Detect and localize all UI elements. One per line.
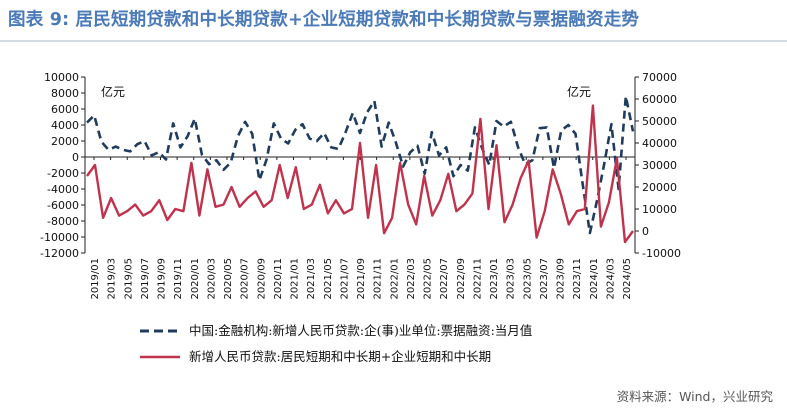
x-axis-tick-label: 2020/05 — [223, 258, 234, 300]
left-axis-tick-label: 6000 — [51, 103, 79, 116]
legend-label-loans: 新增人民币贷款:居民短期和中长期+企业短期和中长期 — [189, 349, 491, 364]
x-axis-tick-label: 2019/11 — [173, 258, 184, 300]
right-axis-tick-label: 40000 — [642, 137, 677, 150]
x-axis-tick-label: 2021/01 — [290, 258, 301, 300]
x-axis-tick-label: 2022/07 — [439, 258, 450, 300]
series-line-bill-financing — [86, 94, 635, 235]
right-axis-tick-label: 30000 — [642, 159, 677, 172]
left-axis-tick-label: -12000 — [40, 247, 79, 260]
left-unit-label: 亿元 — [101, 84, 125, 99]
chart-title: 图表 9: 居民短期贷款和中长期贷款+企业短期贷款和中长期贷款与票据融资走势 — [8, 10, 640, 30]
left-axis-tick-label: -10000 — [40, 231, 79, 244]
x-axis-tick-label: 2019/09 — [157, 258, 168, 300]
x-axis-tick-label: 2020/09 — [256, 258, 267, 300]
x-axis-tick-label: 2020/11 — [273, 258, 284, 300]
x-axis-tick-label: 2019/05 — [123, 258, 134, 300]
x-axis-tick-label: 2021/07 — [339, 258, 350, 300]
x-axis-tick-label: 2020/01 — [190, 258, 201, 300]
x-axis-tick-label: 2023/07 — [539, 258, 550, 300]
left-axis-tick-label: 4000 — [51, 119, 79, 132]
left-axis-tick-label: -4000 — [47, 183, 79, 196]
right-axis-tick-label: 60000 — [642, 93, 677, 106]
x-axis-tick-label: 2022/03 — [406, 258, 417, 300]
left-axis-tick-label: 0 — [72, 151, 79, 164]
chart-legend: 中国:金融机构:新增人民币贷款:企(事)业单位:票据融资:当月值 新增人民币贷款… — [140, 323, 532, 364]
x-axis-tick-label: 2023/11 — [572, 258, 583, 300]
left-axis-tick-label: -8000 — [47, 215, 79, 228]
x-axis-tick-label: 2023/05 — [522, 258, 533, 300]
x-axis-tick-label: 2023/09 — [556, 258, 567, 300]
x-axis-tick-label: 2020/03 — [206, 258, 217, 300]
x-axis-tick-label: 2022/09 — [456, 258, 467, 300]
x-axis-tick-label: 2022/05 — [423, 258, 434, 300]
chart-series — [86, 94, 635, 244]
legend-label-bill-financing: 中国:金融机构:新增人民币贷款:企(事)业单位:票据融资:当月值 — [189, 323, 532, 338]
x-axis-tick-label: 2021/03 — [306, 258, 317, 300]
right-axis-tick-label: 70000 — [642, 71, 677, 84]
title-divider — [0, 40, 787, 42]
right-unit-label: 亿元 — [567, 84, 591, 99]
left-axis-tick-label: -2000 — [47, 167, 79, 180]
left-axis-tick-label: 10000 — [44, 71, 79, 84]
left-axis-tick-label: -6000 — [47, 199, 79, 212]
right-axis-tick-label: -10000 — [642, 247, 681, 260]
x-axis-tick-label: 2019/07 — [140, 258, 151, 300]
right-axis-tick-label: 10000 — [642, 203, 677, 216]
x-axis-tick-label: 2020/07 — [240, 258, 251, 300]
x-axis-tick-label: 2023/03 — [506, 258, 517, 300]
x-axis-tick-label: 2021/05 — [323, 258, 334, 300]
x-axis-tick-label: 2021/11 — [373, 258, 384, 300]
x-axis-tick-label: 2024/01 — [589, 258, 600, 300]
x-axis-tick-label: 2021/09 — [356, 258, 367, 300]
left-axis-tick-label: 8000 — [51, 87, 79, 100]
x-axis-tick-label: 2022/01 — [389, 258, 400, 300]
series-line-loans — [86, 104, 634, 244]
chart-axes: -12000 -10000 -8000 -6000 -4000 -2000 0 2000 400… — [40, 71, 681, 300]
x-axis-tick-label: 2022/11 — [472, 258, 483, 300]
x-axis-tick-label: 2019/03 — [107, 258, 118, 300]
left-axis-tick-label: 2000 — [51, 135, 79, 148]
x-axis-tick-label: 2019/01 — [90, 258, 101, 300]
right-axis-tick-label: 0 — [642, 225, 649, 238]
right-axis-tick-label: 50000 — [642, 115, 677, 128]
x-axis-tick-label: 2024/03 — [605, 258, 616, 300]
x-axis-tick-label: 2024/05 — [622, 258, 633, 300]
right-axis-tick-label: 20000 — [642, 181, 677, 194]
source-note: 资料来源：Wind，兴业研究 — [616, 389, 773, 404]
x-axis-tick-label: 2023/01 — [489, 258, 500, 300]
